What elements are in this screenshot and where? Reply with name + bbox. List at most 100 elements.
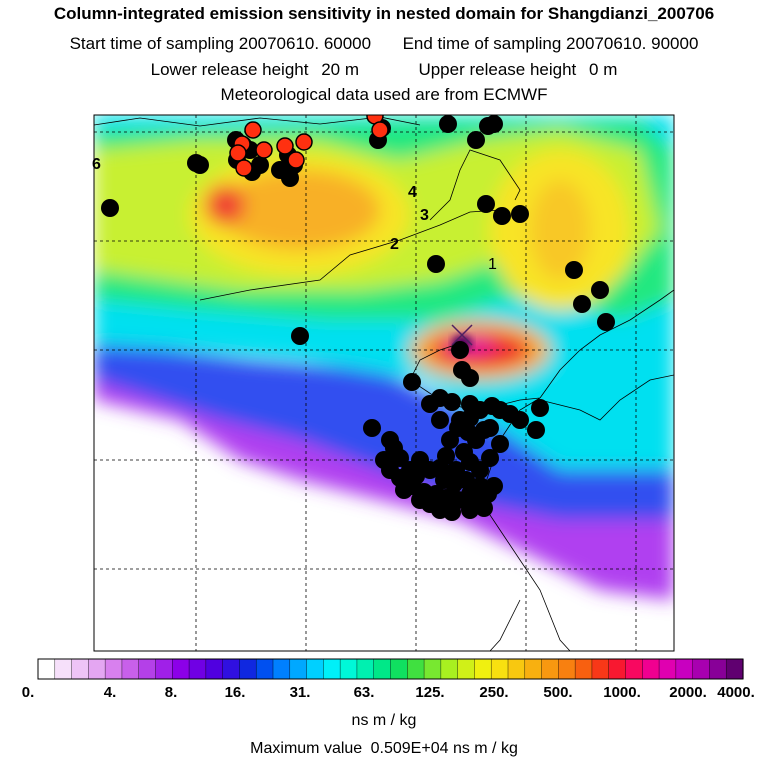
trajectory-marker-red xyxy=(287,151,305,169)
trajectory-marker xyxy=(435,471,453,489)
colorbar-swatch xyxy=(306,659,324,679)
colorbar-swatch xyxy=(440,659,459,679)
colorbar-units: ns m / kg xyxy=(351,712,417,729)
track-label: 3 xyxy=(420,207,429,224)
trajectory-marker xyxy=(461,501,479,519)
trajectory-marker xyxy=(381,461,399,479)
upper-label: Upper release height xyxy=(418,60,577,79)
colorbar-swatch xyxy=(541,659,559,679)
start-value: 20070610. 60000 xyxy=(238,34,372,53)
max-value-line: Maximum value 0.509E+04 ns m / kg xyxy=(0,740,768,758)
colorbar-swatch xyxy=(88,659,106,679)
trajectory-marker xyxy=(443,503,461,521)
trajectory-marker xyxy=(451,341,469,359)
trajectory-marker xyxy=(511,205,529,223)
colorbar-swatch xyxy=(138,659,157,679)
plume-field xyxy=(94,115,674,651)
trajectory-marker xyxy=(439,115,457,133)
colorbar-tick: 4. xyxy=(103,684,117,701)
colorbar-swatch xyxy=(709,659,727,679)
trajectory-marker xyxy=(407,467,425,485)
plot-title: Column-integrated emission sensitivity i… xyxy=(53,4,715,23)
track-label: 2 xyxy=(390,236,399,253)
colorbar-tick: 31. xyxy=(289,684,311,701)
colorbar-frame xyxy=(37,658,744,680)
trajectory-marker-red xyxy=(295,133,313,151)
colorbar-swatch xyxy=(222,659,241,679)
track-label: 1 xyxy=(488,256,497,273)
lower-label: Lower release height xyxy=(150,60,309,79)
trajectory-marker-red xyxy=(255,141,273,159)
trajectory-marker xyxy=(471,461,489,479)
upper-value: 0 m xyxy=(589,60,618,79)
colorbar-swatch xyxy=(189,659,207,679)
colorbar-swatch xyxy=(457,659,476,679)
colorbar-tick: 125. xyxy=(415,684,445,701)
trajectory-marker xyxy=(475,499,493,517)
start-label: Start time of sampling xyxy=(69,34,234,53)
colorbar-swatch xyxy=(323,659,341,679)
trajectory-marker xyxy=(101,199,119,217)
trajectory-marker xyxy=(485,477,503,495)
end-value: 20070610. 90000 xyxy=(566,34,699,53)
trajectory-marker xyxy=(391,449,409,467)
colorbar-swatch xyxy=(424,659,442,679)
trajectory-marker xyxy=(461,369,479,387)
trajectory-marker xyxy=(421,395,439,413)
trajectory-marker-red xyxy=(276,137,294,155)
colorbar-tick: 8. xyxy=(164,684,178,701)
trajectory-marker xyxy=(565,261,583,279)
colorbar-swatch xyxy=(71,659,89,679)
trajectory-marker xyxy=(431,411,449,429)
colorbar-swatch xyxy=(474,659,492,679)
colorbar-swatch xyxy=(524,659,543,679)
colorbar-swatch xyxy=(340,659,358,679)
sampling-times: Start time of sampling 20070610. 60000 E… xyxy=(0,34,768,54)
colorbar-tick: 63. xyxy=(353,684,375,701)
trajectory-marker xyxy=(477,195,495,213)
trajectory-marker xyxy=(493,207,511,225)
colorbar-swatch xyxy=(273,659,291,679)
colorbar-tick: 250. xyxy=(479,684,509,701)
trajectory-marker xyxy=(395,481,413,499)
trajectory-marker xyxy=(443,393,461,411)
trajectory-marker xyxy=(481,419,499,437)
colorbar-swatch xyxy=(642,659,660,679)
colorbar-swatch xyxy=(608,659,627,679)
colorbar-swatch xyxy=(726,659,744,679)
met-note: Meteorological data used are from ECMWF xyxy=(220,85,548,104)
trajectory-marker xyxy=(461,409,479,427)
receptor-cross-icon xyxy=(451,324,473,346)
trajectory-marker xyxy=(363,419,381,437)
colorbar-swatch xyxy=(356,659,375,679)
trajectory-marker xyxy=(591,281,609,299)
track-label: 4 xyxy=(408,184,417,201)
trajectory-marker-red xyxy=(244,121,262,139)
map-frame xyxy=(93,114,675,652)
colorbar-swatch xyxy=(508,659,526,679)
colorbar-tick: 500. xyxy=(543,684,573,701)
trajectory-marker xyxy=(531,399,549,417)
colorbar-swatch xyxy=(289,659,308,679)
trajectory-marker xyxy=(485,115,503,133)
colorbar-tick: 16. xyxy=(224,684,246,701)
colorbar-tick: 0. xyxy=(21,684,35,701)
end-label: End time of sampling xyxy=(402,34,562,53)
colorbar-swatch xyxy=(54,659,73,679)
colorbar-swatch xyxy=(675,659,694,679)
trajectory-marker-red xyxy=(371,121,389,139)
trajectory-markers-red xyxy=(229,115,389,177)
trajectory-marker xyxy=(291,327,309,345)
max-value-label: Maximum value xyxy=(250,740,363,757)
colorbar-swatch xyxy=(692,659,711,679)
track-label: 6 xyxy=(92,156,101,173)
trajectory-marker xyxy=(427,255,445,273)
colorbar-tick: 4000. xyxy=(717,684,755,701)
colorbar-swatch xyxy=(575,659,593,679)
trajectory-markers xyxy=(101,115,615,521)
max-value: 0.509E+04 ns m / kg xyxy=(370,740,518,757)
colorbar-swatch xyxy=(256,659,274,679)
trajectory-marker xyxy=(403,373,421,391)
colorbar-tick: 1000. xyxy=(603,684,641,701)
